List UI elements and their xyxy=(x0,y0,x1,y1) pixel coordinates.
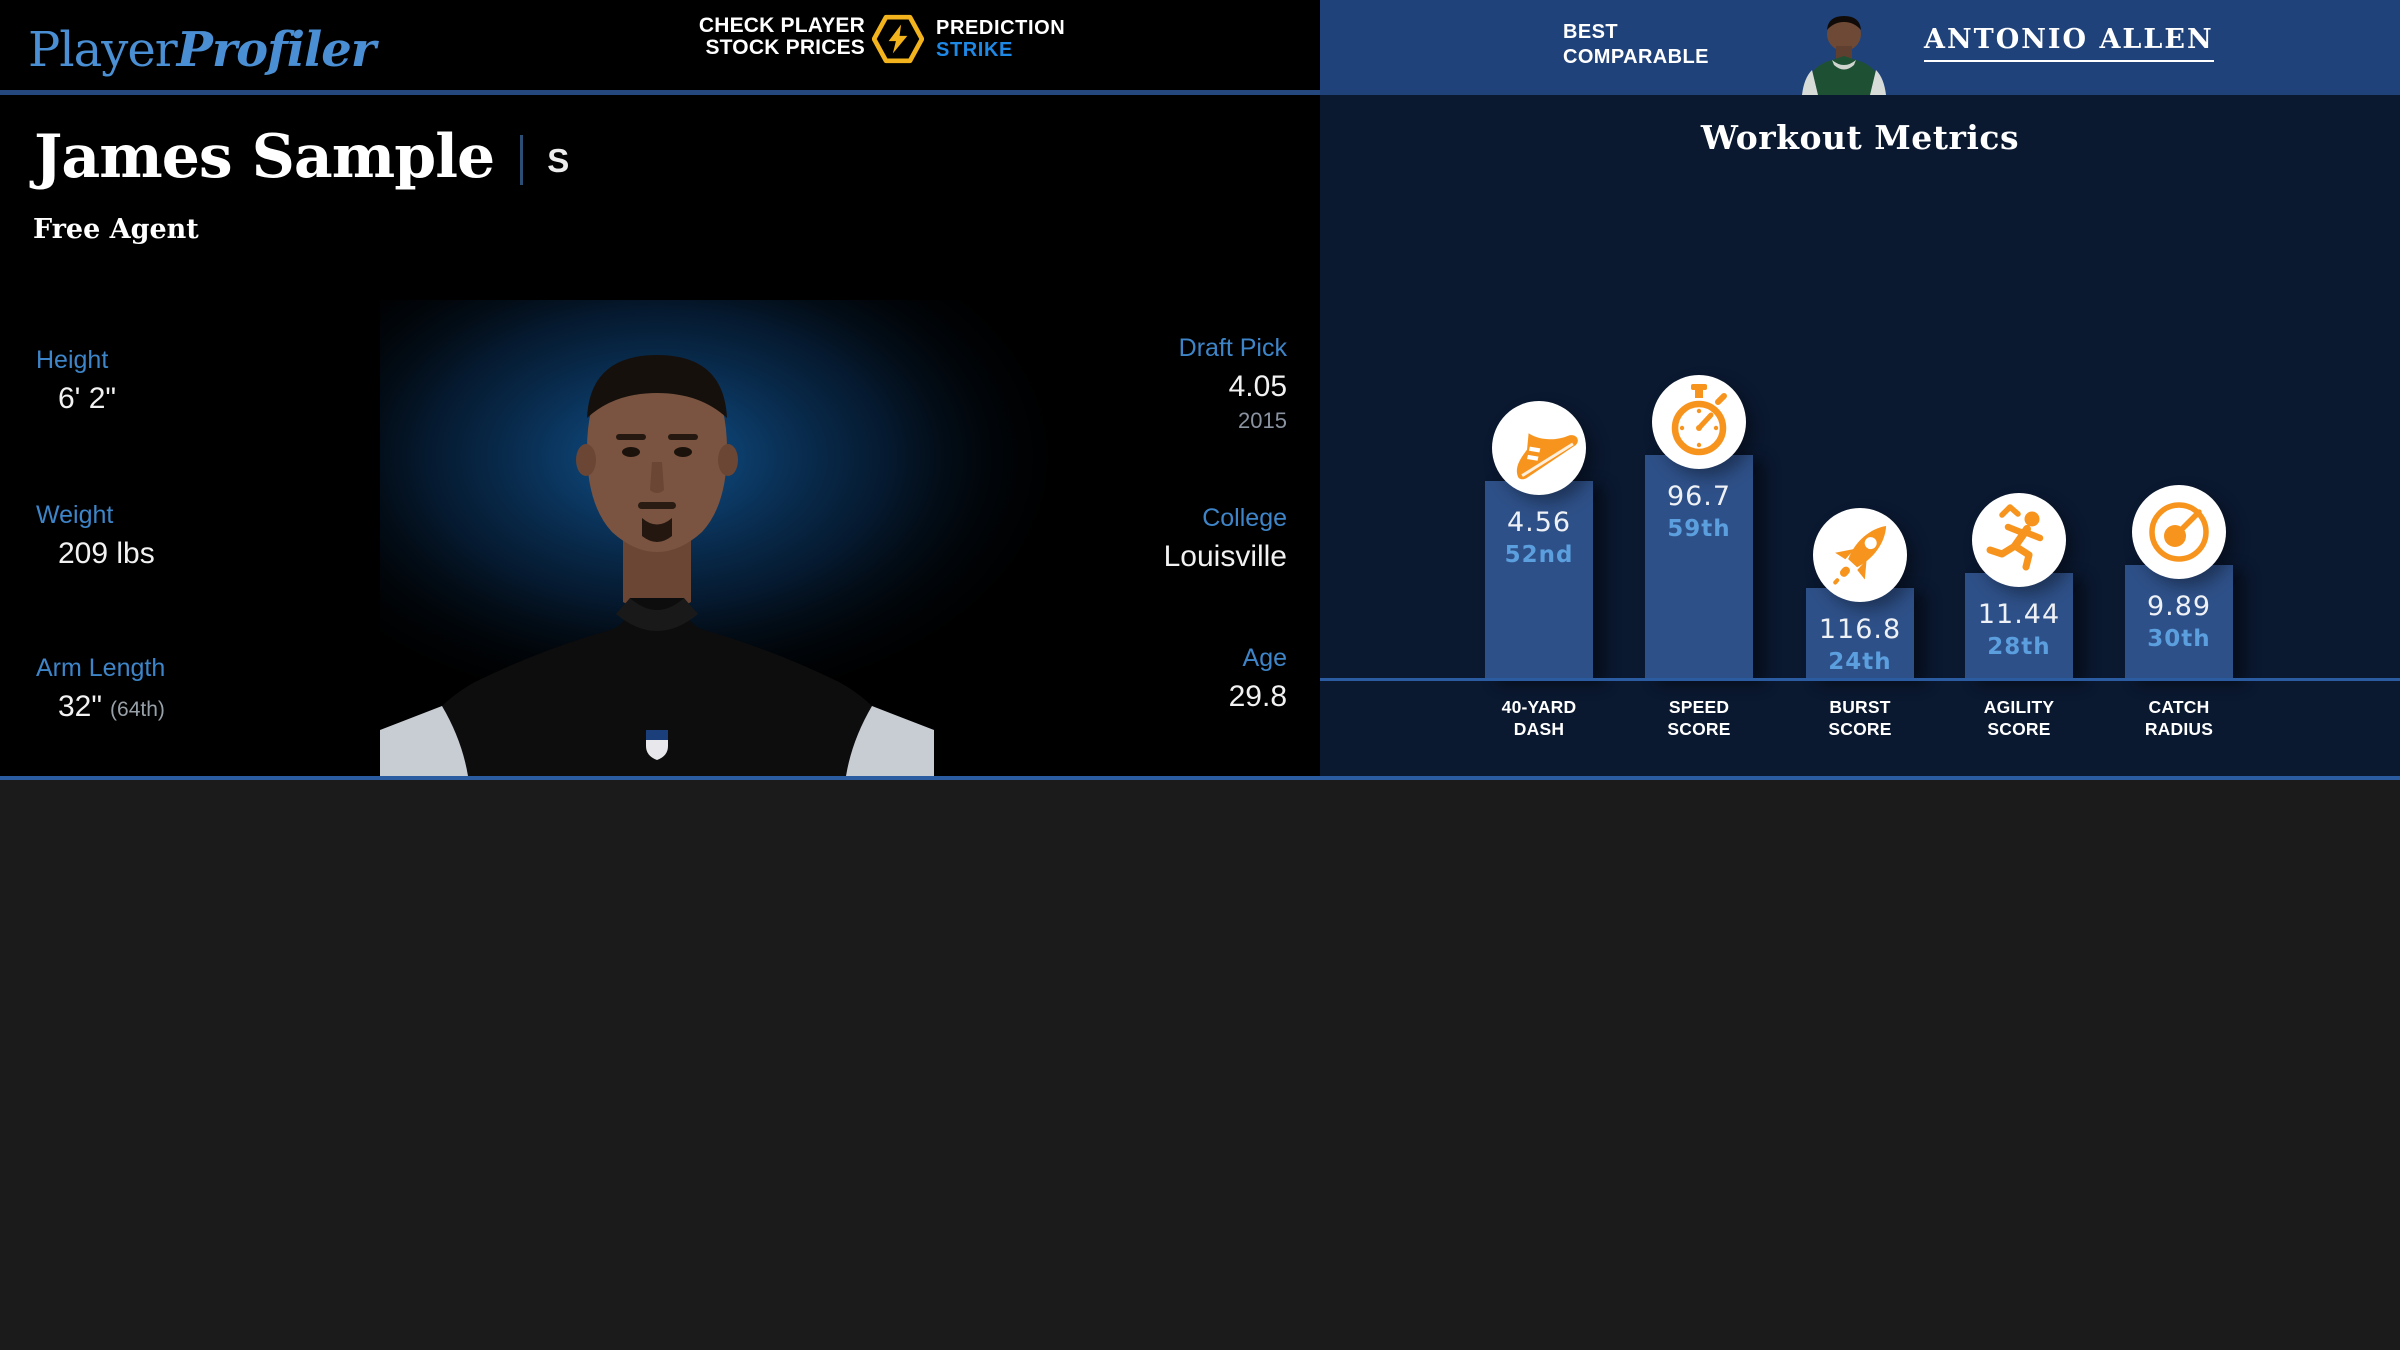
metric-percentile: 59th xyxy=(1667,516,1731,542)
comparable-player-avatar xyxy=(1802,16,1886,95)
stat-age: Age 29.8 xyxy=(987,644,1287,714)
metric-value: 9.89 xyxy=(2146,591,2212,622)
best-comparable-line1: BEST xyxy=(1563,21,1618,43)
player-summary-panel: PlayerProfiler CHECK PLAYER STOCK PRICES… xyxy=(0,0,1320,776)
stat-label: Arm Length xyxy=(36,654,166,682)
stat-value: Louisville xyxy=(1163,540,1287,573)
stat-label: Weight xyxy=(36,501,114,529)
name-position-divider xyxy=(520,135,524,185)
stat-value: 4.05 xyxy=(1228,370,1287,403)
stat-arm-length: Arm Length 32" (64th) xyxy=(36,654,165,724)
player-photo xyxy=(380,300,1130,776)
logo-player-text: Player xyxy=(28,22,178,78)
shoe-icon xyxy=(1492,401,1586,495)
stock-line1: CHECK PLAYER xyxy=(698,14,865,37)
category-label-burst-score: BURST SCORE xyxy=(1828,697,1892,739)
metric-percentile: 52nd xyxy=(1504,542,1574,568)
stat-label: Height xyxy=(36,346,109,374)
metric-percentile: 28th xyxy=(1987,634,2051,660)
bar-speed-score: 96.7 59th xyxy=(1645,375,1753,679)
stat-percentile-note: (64th) xyxy=(110,698,165,721)
metric-value: 116.8 xyxy=(1818,614,1902,645)
bar-catch-radius: 9.89 30th xyxy=(2125,485,2233,679)
workout-metrics-panel: BEST COMPARABLE ANTONIO ALLEN Workout Me… xyxy=(1320,0,2400,776)
panel-bottom-border xyxy=(0,776,2400,780)
metric-value: 4.56 xyxy=(1506,507,1572,538)
stat-draft-year: 2015 xyxy=(1238,408,1287,433)
strike-text: STRIKE xyxy=(936,39,1013,61)
category-label-40-yard-dash: 40-YARD DASH xyxy=(1501,697,1577,739)
radar-icon xyxy=(2132,485,2226,579)
bar-burst-score: 116.8 24th xyxy=(1806,508,1914,679)
best-comparable-label: BEST COMPARABLE xyxy=(1563,20,1709,70)
stat-weight: Weight 209 lbs xyxy=(36,501,155,571)
rocket-icon xyxy=(1813,508,1907,602)
bar-40-yard-dash: 4.56 52nd xyxy=(1485,401,1593,679)
best-comparable-header: BEST COMPARABLE ANTONIO ALLEN xyxy=(1320,0,2400,95)
player-name: James Sample xyxy=(34,122,495,192)
metric-percentile: 24th xyxy=(1828,649,1892,675)
category-label-catch-radius: CATCH RADIUS xyxy=(2144,697,2214,739)
stat-draft-pick: Draft Pick 4.05 2015 xyxy=(987,334,1287,434)
stock-line2: STOCK PRICES xyxy=(705,35,865,59)
stat-label: Draft Pick xyxy=(1178,334,1287,362)
stat-value: 6' 2" xyxy=(58,382,117,415)
best-comparable-line2: COMPARABLE xyxy=(1563,46,1709,68)
stat-value: 209 lbs xyxy=(58,537,155,570)
runner-icon xyxy=(1972,493,2066,587)
category-label-speed-score: SPEED SCORE xyxy=(1667,697,1731,739)
metric-value: 96.7 xyxy=(1666,481,1732,512)
stat-height: Height 6' 2" xyxy=(36,346,116,416)
stat-value: 29.8 xyxy=(1228,680,1287,713)
player-name-row: James Sample S xyxy=(34,122,569,192)
stat-value: 32" xyxy=(58,690,103,723)
category-label-agility-score: AGILITY SCORE xyxy=(1983,697,2055,739)
metric-percentile: 30th xyxy=(2147,626,2211,652)
prediction-text: PREDICTION xyxy=(936,17,1066,39)
check-stock-prices-link[interactable]: CHECK PLAYER STOCK PRICES xyxy=(640,15,865,58)
player-team-status: Free Agent xyxy=(33,214,199,245)
comparable-player-link[interactable]: ANTONIO ALLEN xyxy=(1924,24,2214,62)
header-divider xyxy=(0,90,1320,95)
stat-college: College Louisville xyxy=(987,504,1287,574)
playerprofiler-logo[interactable]: PlayerProfiler xyxy=(28,22,376,78)
prediction-strike-link[interactable]: PREDICTION STRIKE xyxy=(936,17,1065,61)
player-position: S xyxy=(547,142,570,179)
stat-label: Age xyxy=(1242,644,1287,672)
workout-metrics-title: Workout Metrics xyxy=(1700,118,2020,157)
bar-agility-score: 11.44 28th xyxy=(1965,493,2073,679)
logo-profiler-text: Profiler xyxy=(176,22,376,78)
metric-value: 11.44 xyxy=(1977,599,2061,630)
stopwatch-icon xyxy=(1652,375,1746,469)
chart-baseline xyxy=(1320,678,2400,681)
stat-label: College xyxy=(1202,504,1287,532)
prediction-strike-hexagon-icon[interactable] xyxy=(871,13,925,65)
